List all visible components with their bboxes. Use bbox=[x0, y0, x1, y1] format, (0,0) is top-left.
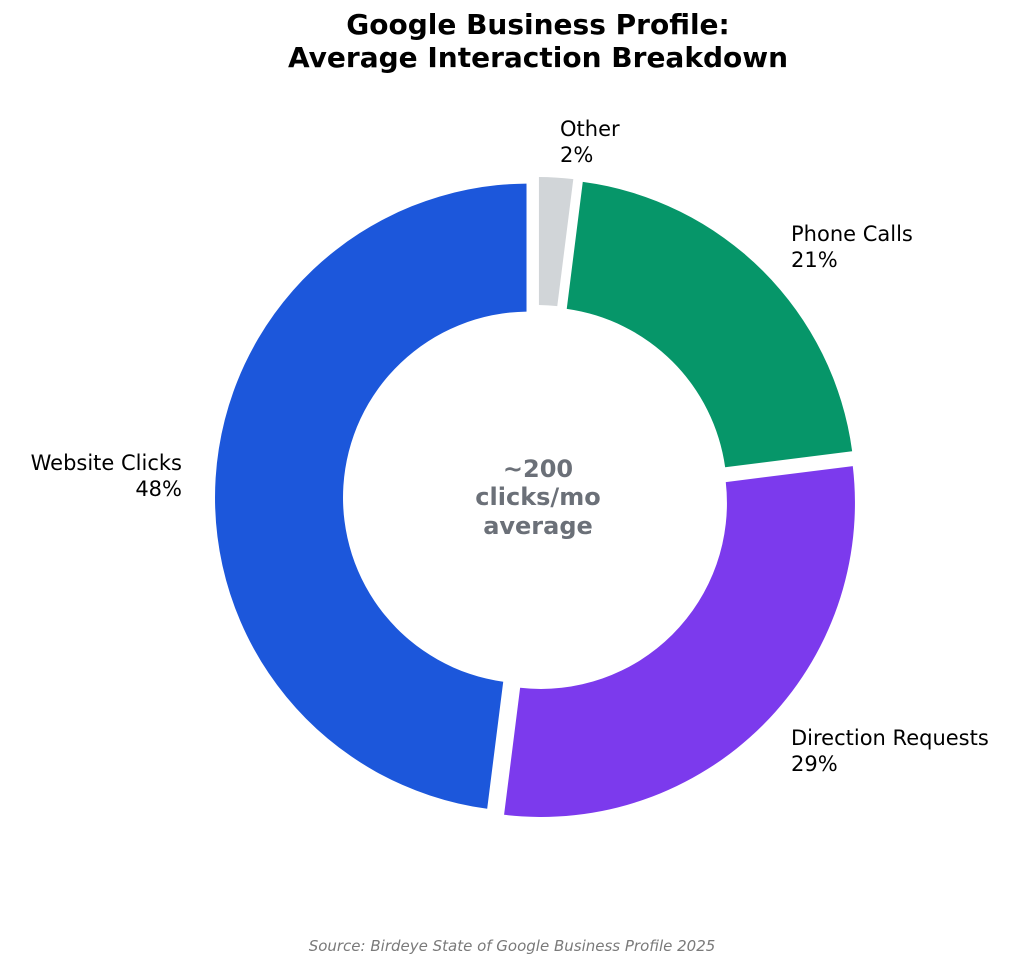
center-total: ~200 bbox=[503, 455, 573, 483]
label-direction-requests-percent: 29% bbox=[791, 752, 838, 776]
slice-phone-calls bbox=[566, 181, 853, 468]
label-other-name: Other bbox=[560, 117, 620, 141]
donut-slices bbox=[215, 177, 855, 817]
chart-title-line-1: Google Business Profile: bbox=[346, 8, 729, 41]
label-website-clicks-name: Website Clicks bbox=[31, 451, 182, 475]
slice-other bbox=[538, 177, 574, 307]
center-unit: clicks/mo bbox=[475, 483, 600, 511]
label-website-clicks-percent: 48% bbox=[135, 477, 182, 501]
center-note: average bbox=[483, 512, 593, 540]
chart-title-line-2: Average Interaction Breakdown bbox=[288, 41, 788, 74]
label-other-percent: 2% bbox=[560, 143, 593, 167]
label-phone-calls-percent: 21% bbox=[791, 248, 838, 272]
label-phone-calls-name: Phone Calls bbox=[791, 222, 913, 246]
label-direction-requests-name: Direction Requests bbox=[791, 726, 989, 750]
slice-direction-requests bbox=[504, 466, 855, 817]
source-note: Source: Birdeye State of Google Business… bbox=[309, 937, 716, 955]
slice-website-clicks bbox=[215, 183, 527, 809]
